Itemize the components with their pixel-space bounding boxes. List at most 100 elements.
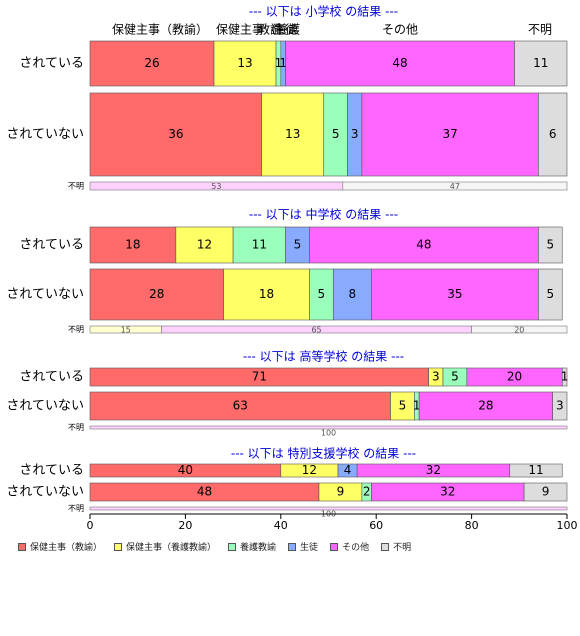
row-label: されている: [19, 370, 84, 385]
bar-segment: [361, 92, 539, 177]
data-label: 32: [440, 485, 455, 499]
data-label: 12: [302, 463, 317, 477]
panel-title: --- 以下は 高等学校 の結果 ---: [243, 349, 404, 364]
unknown-data-label: 47: [450, 182, 460, 191]
legend-item: 保健主事（教諭）: [18, 540, 102, 553]
data-label: 13: [285, 127, 300, 141]
unknown-segment: [342, 181, 568, 191]
header-label: その他: [382, 23, 418, 37]
data-label: 8: [349, 287, 357, 301]
legend-swatch: [381, 542, 390, 551]
data-label: 5: [332, 127, 340, 141]
data-label: 32: [426, 463, 441, 477]
data-label: 5: [451, 370, 459, 384]
row-label: されていない: [6, 127, 84, 142]
legend-label: 保健主事（教諭）: [30, 543, 103, 553]
data-label: 2: [363, 485, 371, 499]
panel-title: --- 以下は 中学校 の結果 ---: [249, 207, 398, 222]
legend-label: 養護教諭: [240, 543, 277, 553]
unknown-segment: [89, 425, 568, 430]
unknown-data-label: 100: [321, 429, 336, 438]
bar-segment: [175, 226, 234, 264]
x-tick-label: 60: [369, 519, 383, 532]
data-label: 48: [416, 238, 431, 252]
data-label: 13: [237, 56, 252, 70]
bar-segment: [523, 482, 568, 502]
data-label: 20: [507, 370, 522, 384]
data-label: 11: [252, 238, 267, 252]
data-label: 71: [252, 370, 267, 384]
data-label: 36: [168, 127, 183, 141]
row-label: されている: [19, 463, 84, 478]
data-label: 37: [442, 127, 457, 141]
data-label: 18: [125, 238, 140, 252]
data-label: 18: [259, 287, 274, 301]
bar-segment: [89, 92, 263, 177]
header-label: 教諭: [258, 22, 282, 37]
data-label: 3: [351, 127, 359, 141]
legend-item: 不明: [381, 540, 411, 553]
unknown-data-label: 20: [514, 326, 524, 335]
legend-item: 保健主事（養護教諭）: [114, 540, 216, 553]
header-label: 保健主事（養護: [216, 22, 300, 37]
legend-swatch: [114, 542, 123, 551]
unknown-data-label: 15: [121, 326, 131, 335]
data-label: 28: [478, 399, 493, 413]
legend-label: その他: [342, 543, 370, 553]
legend-swatch: [18, 542, 26, 551]
data-label: 11: [533, 56, 548, 70]
bar-segment: [538, 268, 563, 321]
x-tick-label: 0: [87, 519, 94, 532]
bar-segment: [538, 226, 563, 264]
unknown-data-label: 53: [211, 182, 221, 191]
panel-title: --- 以下は 特別支援学校 の結果 ---: [231, 446, 416, 461]
x-tick-label: 80: [465, 519, 479, 532]
bar-segment: [232, 226, 286, 264]
data-label: 5: [399, 399, 407, 413]
legend-item: 養護教諭: [228, 540, 276, 553]
legend-label: 不明: [393, 543, 412, 553]
row-label: されていない: [6, 485, 84, 500]
x-tick-label: 100: [557, 519, 578, 532]
legend-swatch: [288, 542, 297, 551]
data-label: 12: [197, 238, 212, 252]
bar-segment: [371, 268, 539, 321]
bar-segment: [561, 367, 568, 387]
row-label: されていない: [6, 287, 84, 302]
bar-segment: [418, 391, 553, 421]
data-label: 11: [528, 463, 543, 477]
data-label: 5: [546, 238, 554, 252]
bar-segment: [332, 268, 372, 321]
legend-swatch: [228, 542, 237, 551]
bar-segment: [285, 40, 515, 87]
bar-segment: [89, 391, 391, 421]
data-label: 1: [561, 370, 569, 384]
bar-segment: [514, 40, 568, 87]
bar-segment: [309, 226, 539, 264]
header-label: 保健主事（教諭）: [112, 22, 208, 37]
bar-segment: [89, 268, 224, 321]
header-label: 不明: [528, 23, 552, 37]
bar-segment: [261, 92, 325, 177]
header-label: 生徒: [273, 23, 297, 37]
x-tick-label: 40: [274, 519, 288, 532]
legend-label: 保健主事（養護教諭）: [126, 543, 217, 553]
row-label: されていない: [6, 399, 84, 414]
bar-segment: [89, 40, 215, 87]
bar-segment: [89, 226, 177, 264]
row-label: されている: [19, 238, 84, 253]
data-label: 1: [275, 56, 283, 70]
data-label: 35: [447, 287, 462, 301]
bar-segment: [509, 463, 563, 478]
unknown-label: 不明: [68, 423, 84, 432]
bar-segment: [538, 92, 568, 177]
data-label: 26: [144, 56, 159, 70]
data-label: 5: [546, 287, 554, 301]
unknown-label: 不明: [68, 504, 84, 513]
unknown-segment: [471, 325, 568, 334]
legend-label: 生徒: [300, 543, 319, 553]
legend-swatch: [330, 542, 339, 551]
data-label: 6: [549, 127, 557, 141]
bar-segment: [223, 268, 310, 321]
data-label: 48: [197, 485, 212, 499]
